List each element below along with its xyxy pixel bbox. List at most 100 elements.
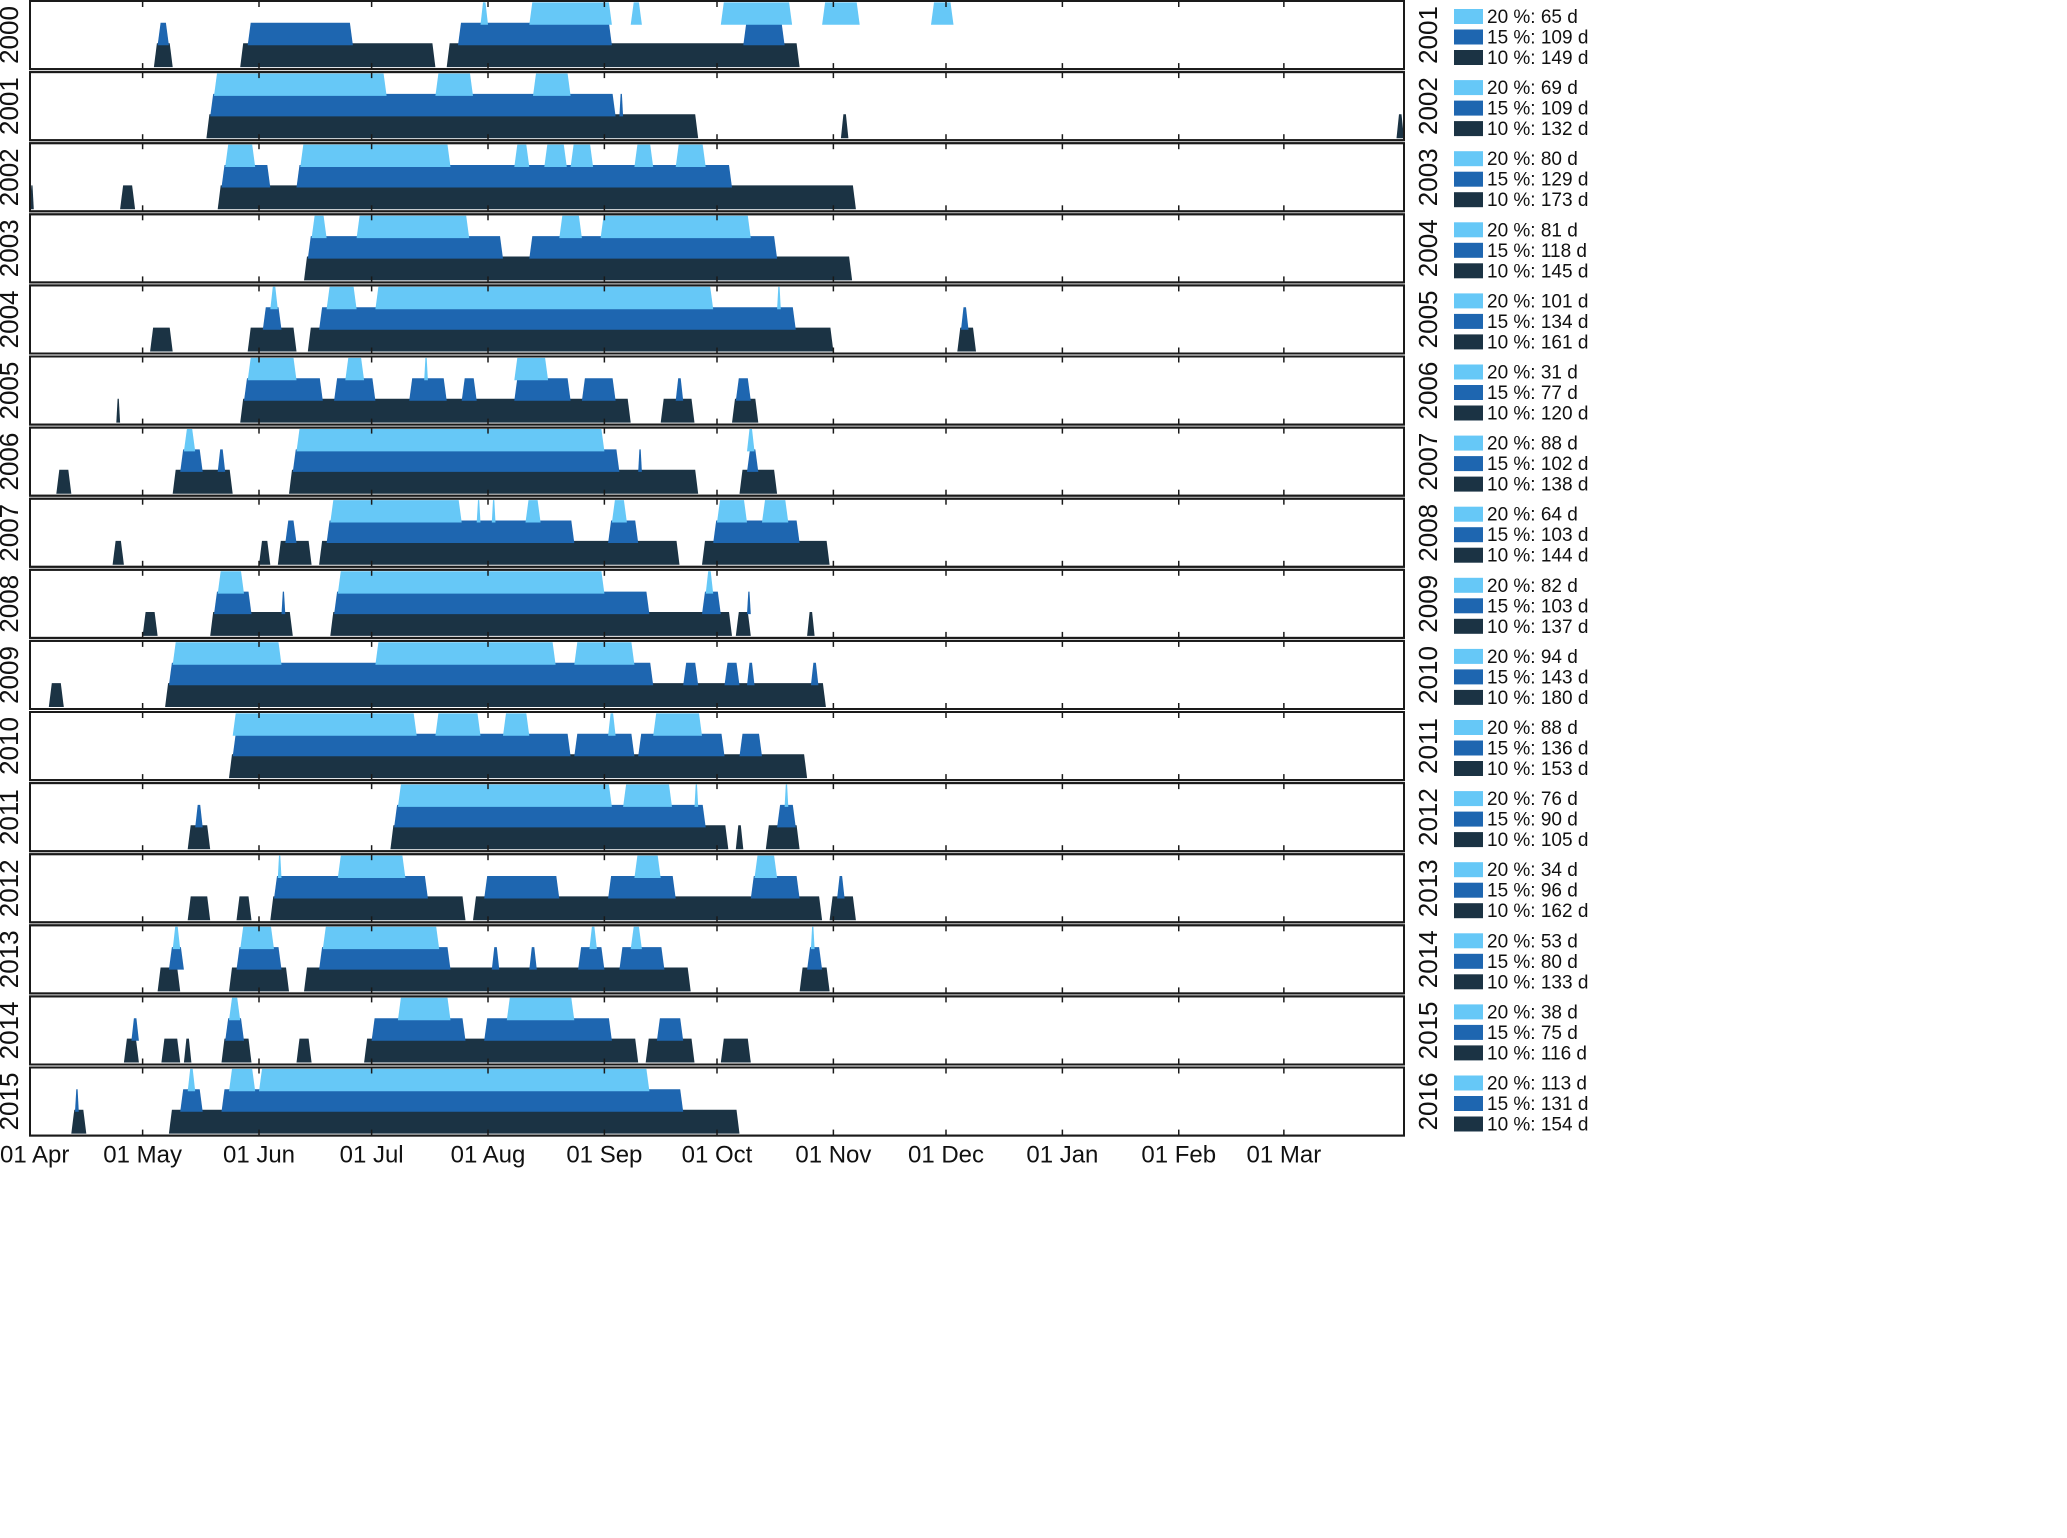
bar-t15-segment (619, 947, 665, 970)
panel-outline (29, 142, 1405, 213)
season-label: 2012 (0, 859, 24, 917)
bar-t15-segment (529, 947, 537, 970)
bar-t10-segment (739, 469, 778, 494)
bar-t20-segment (240, 926, 274, 950)
bar-t15-segment (702, 591, 721, 615)
bar-t20-segment (229, 997, 241, 1021)
panel-outline (29, 284, 1405, 355)
legend-entry: 10 %: 145 d (1487, 261, 1588, 282)
bar-t10-segment (296, 1038, 312, 1063)
panel-2000: 2000 2001 20 %: 65 d15 %: 109 d10 %: 149 d (0, 0, 1588, 71)
bar-t15-segment (319, 947, 451, 970)
bar-t20-segment (330, 500, 462, 523)
bar-t20-segment (705, 571, 714, 594)
bar-t10-segment (473, 896, 823, 921)
season-label: 2011 (0, 789, 24, 845)
bar-t15-segment (274, 876, 428, 899)
legend-entry: 15 %: 90 d (1487, 810, 1578, 831)
bar-t20-segment (623, 784, 672, 807)
legend-entry: 20 %: 113 d (1487, 1074, 1587, 1095)
legend-entry: 20 %: 88 d (1487, 718, 1578, 739)
bar-t20-segment (514, 144, 530, 167)
legend-swatch-t10 (1454, 263, 1483, 279)
bar-t20-segment (747, 429, 755, 452)
bar-t20-segment (754, 855, 778, 878)
panel-outline (29, 71, 1405, 142)
bar-t20-segment (529, 2, 612, 25)
bar-t15-segment (461, 378, 477, 401)
bar-t15-segment (810, 662, 819, 686)
bar-t15-segment (735, 378, 751, 401)
legend-entry: 15 %: 129 d (1487, 170, 1588, 191)
panel-2010: 2010 2011 20 %: 88 d15 %: 136 d10 %: 153 d (0, 711, 1588, 782)
bar-t20-segment (630, 2, 642, 25)
bar-t15-segment (214, 591, 252, 615)
bar-t10-segment (307, 327, 834, 352)
bar-t15-segment (285, 520, 297, 543)
legend-swatch-t15 (1454, 740, 1483, 756)
bar-t15-segment (638, 733, 725, 757)
legend-entry: 20 %: 82 d (1487, 576, 1578, 597)
panel-2002: 2002 2003 20 %: 80 d15 %: 129 d10 %: 173 d (0, 142, 1588, 213)
bar-t10-segment (645, 1038, 695, 1063)
panel-outline (29, 853, 1405, 924)
bar-t15-segment (683, 662, 699, 686)
bar-t15-segment (656, 1018, 684, 1041)
bar-t15-segment (157, 22, 169, 46)
legend-swatch-t15 (1454, 882, 1483, 898)
bar-t10-segment (161, 1038, 181, 1063)
bar-t20-segment (424, 357, 428, 381)
right-year-label: 2016 (1413, 1073, 1443, 1131)
bar-t15-segment (619, 93, 624, 117)
bar-t10-segment (720, 1038, 751, 1063)
legend-entry: 10 %: 154 d (1487, 1115, 1588, 1136)
bar-t20-segment (435, 73, 473, 96)
bar-t20-segment (326, 286, 357, 310)
bar-t15-segment (281, 591, 286, 615)
legend-swatch-t10 (1454, 689, 1483, 705)
season-label: 2013 (0, 930, 24, 988)
panel-2008: 2008 2009 20 %: 82 d15 %: 103 d10 %: 137 d (0, 568, 1588, 639)
legend-entry: 20 %: 76 d (1487, 789, 1578, 810)
legend-entry: 15 %: 103 d (1487, 596, 1588, 617)
bar-t20-segment (694, 784, 699, 807)
panel-outline (29, 355, 1405, 426)
legend-swatch-t15 (1454, 1096, 1483, 1111)
chart-panels: 2000 2001 20 %: 65 d15 %: 109 d10 %: 149 d… (0, 0, 1588, 1137)
bar-t20-segment (225, 144, 256, 167)
right-year-label: 2001 (1413, 6, 1443, 64)
legend-entry: 15 %: 103 d (1487, 525, 1588, 546)
bar-t15-segment (747, 591, 751, 615)
panel-2007: 2007 2008 20 %: 64 d15 %: 103 d10 %: 144 d (0, 497, 1588, 568)
season-label: 2007 (0, 504, 24, 562)
legend-swatch-t10 (1454, 1045, 1483, 1061)
right-year-label: 2003 (1413, 148, 1443, 206)
bar-t10-segment (229, 967, 289, 992)
bar-t10-segment (765, 825, 800, 850)
legend-swatch-t15 (1454, 456, 1483, 472)
legend-swatch-t20 (1454, 933, 1483, 949)
bar-t20-segment (762, 500, 789, 523)
bar-t20-segment (634, 855, 661, 878)
bar-t10-segment (240, 398, 631, 423)
bar-t20-segment (634, 144, 654, 167)
panel-2013: 2013 2014 20 %: 53 d15 %: 80 d10 %: 133 d (0, 924, 1588, 995)
bar-t20-segment (345, 357, 365, 381)
bar-t20-segment (931, 2, 954, 25)
legend-entry: 10 %: 120 d (1487, 404, 1588, 425)
bar-t20-segment (229, 1068, 256, 1092)
season-label: 2008 (0, 575, 24, 633)
legend-swatch-t10 (1454, 547, 1483, 563)
bar-t10-segment (319, 540, 680, 565)
panel-frame (29, 426, 1405, 497)
legend-swatch-t10 (1454, 192, 1483, 208)
legend-entry: 10 %: 149 d (1487, 48, 1588, 69)
bar-t15-segment (334, 378, 376, 401)
bar-t20-segment (784, 784, 789, 807)
season-label: 2000 (0, 6, 24, 64)
legend-entry: 15 %: 131 d (1487, 1094, 1588, 1115)
legend-entry: 10 %: 162 d (1487, 901, 1588, 922)
legend-entry: 20 %: 31 d (1487, 363, 1578, 384)
bar-t20-segment (777, 286, 781, 310)
